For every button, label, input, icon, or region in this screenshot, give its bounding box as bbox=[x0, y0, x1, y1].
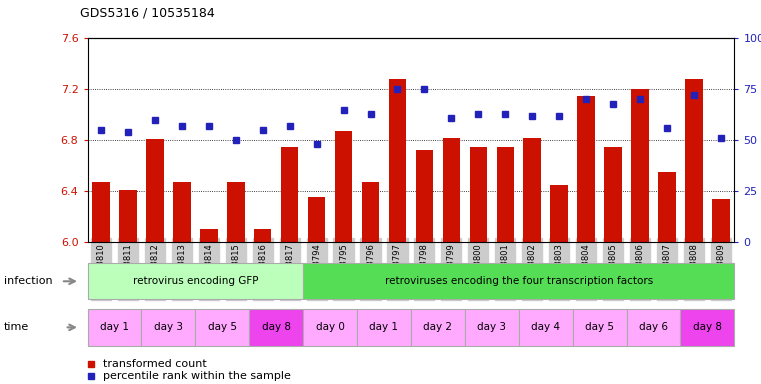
Text: day 8: day 8 bbox=[262, 322, 291, 333]
Text: day 5: day 5 bbox=[585, 322, 614, 333]
Bar bbox=[680, 309, 734, 346]
Bar bbox=[465, 309, 519, 346]
Bar bbox=[712, 199, 730, 242]
Text: time: time bbox=[4, 322, 29, 333]
Bar bbox=[632, 89, 649, 242]
Bar bbox=[578, 96, 595, 242]
Bar bbox=[519, 309, 573, 346]
Text: day 0: day 0 bbox=[316, 322, 345, 333]
Bar bbox=[685, 79, 702, 242]
Bar bbox=[146, 139, 164, 242]
Bar bbox=[303, 309, 357, 346]
Text: day 5: day 5 bbox=[208, 322, 237, 333]
Text: day 3: day 3 bbox=[154, 322, 183, 333]
Text: day 3: day 3 bbox=[477, 322, 506, 333]
Bar bbox=[604, 147, 622, 242]
Bar bbox=[626, 309, 680, 346]
Bar bbox=[88, 309, 142, 346]
Bar bbox=[119, 190, 137, 242]
Bar bbox=[443, 137, 460, 242]
Bar bbox=[227, 182, 244, 242]
Bar bbox=[550, 185, 568, 242]
Bar bbox=[470, 147, 487, 242]
Bar bbox=[416, 151, 433, 242]
Bar bbox=[88, 263, 303, 300]
Text: retroviruses encoding the four transcription factors: retroviruses encoding the four transcrip… bbox=[384, 276, 653, 286]
Text: day 8: day 8 bbox=[693, 322, 722, 333]
Bar bbox=[250, 309, 303, 346]
Bar bbox=[281, 147, 298, 242]
Bar bbox=[389, 79, 406, 242]
Text: GDS5316 / 10535184: GDS5316 / 10535184 bbox=[80, 6, 215, 19]
Bar bbox=[361, 182, 379, 242]
Bar bbox=[357, 309, 411, 346]
Text: day 1: day 1 bbox=[370, 322, 399, 333]
Bar bbox=[254, 229, 272, 242]
Bar bbox=[572, 309, 626, 346]
Text: retrovirus encoding GFP: retrovirus encoding GFP bbox=[132, 276, 258, 286]
Bar bbox=[303, 263, 734, 300]
Bar bbox=[173, 182, 190, 242]
Bar bbox=[411, 309, 465, 346]
Text: infection: infection bbox=[4, 276, 53, 286]
Bar bbox=[496, 147, 514, 242]
Bar bbox=[658, 172, 676, 242]
Bar bbox=[200, 229, 218, 242]
Text: day 6: day 6 bbox=[639, 322, 668, 333]
Text: percentile rank within the sample: percentile rank within the sample bbox=[103, 371, 291, 381]
Text: transformed count: transformed count bbox=[103, 359, 206, 369]
Bar bbox=[142, 309, 196, 346]
Bar bbox=[335, 131, 352, 242]
Bar bbox=[92, 182, 110, 242]
Bar bbox=[524, 137, 541, 242]
Bar bbox=[196, 309, 250, 346]
Text: day 1: day 1 bbox=[100, 322, 129, 333]
Bar bbox=[308, 197, 326, 242]
Text: day 2: day 2 bbox=[423, 322, 452, 333]
Text: day 4: day 4 bbox=[531, 322, 560, 333]
